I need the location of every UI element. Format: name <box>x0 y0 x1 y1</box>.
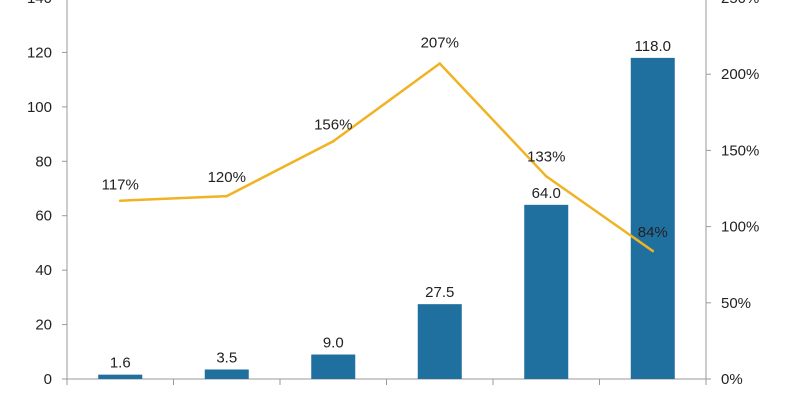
bar <box>524 204 569 379</box>
bar <box>417 304 462 379</box>
x-tick-label: 2018 <box>636 397 669 400</box>
line-series <box>118 61 655 253</box>
line-point <box>118 199 122 202</box>
right-tick-label: 150% <box>721 142 759 159</box>
right-axis-ticks: 0% 50% 100% 150% 200% 250% <box>706 0 759 388</box>
x-tick-label: 2013 <box>104 397 137 400</box>
axes <box>66 0 707 380</box>
right-tick-label: 50% <box>721 295 751 312</box>
bar <box>311 354 356 379</box>
line-data-labels: 117% 120% 156% 207% 133% 84% <box>102 35 668 241</box>
bar-data-label: 9.0 <box>323 335 344 352</box>
line-data-label: 156% <box>314 116 352 133</box>
bar-data-label: 27.5 <box>425 284 454 301</box>
left-axis-ticks: 0 20 40 60 80 100 120 140 <box>27 0 67 388</box>
line-data-label: 120% <box>208 169 246 186</box>
bar-data-labels: 1.6 3.5 9.0 27.5 64.0 118.0 <box>110 38 671 372</box>
line-point <box>331 139 335 143</box>
line-point <box>225 194 229 198</box>
bar-data-label: 3.5 <box>216 349 237 366</box>
bar-data-label: 118.0 <box>635 38 671 55</box>
right-tick-label: 250% <box>721 0 759 7</box>
left-tick-label: 140 <box>27 0 52 7</box>
line-data-label: 117% <box>102 177 139 194</box>
x-tick-label: 2017 <box>530 397 563 400</box>
bar-data-label: 1.6 <box>110 355 131 372</box>
left-tick-label: 120 <box>27 44 52 61</box>
line-point <box>438 62 442 65</box>
line-point <box>651 249 655 253</box>
right-tick-label: 100% <box>721 219 759 236</box>
left-tick-label: 40 <box>35 262 52 279</box>
x-axis-ticks: 2013 2014 2015 2016 2017 2018 <box>66 379 707 400</box>
bar-data-label: 64.0 <box>532 185 561 202</box>
right-tick-label: 0% <box>721 371 743 388</box>
x-tick-label: 2014 <box>210 397 243 400</box>
line-point <box>544 175 548 178</box>
line-data-label: 84% <box>638 224 668 241</box>
bar <box>630 57 675 379</box>
right-tick-label: 200% <box>721 66 759 83</box>
left-tick-label: 80 <box>35 153 52 170</box>
left-tick-label: 0 <box>44 371 52 388</box>
bar <box>98 374 143 379</box>
line-data-label: 133% <box>527 148 565 165</box>
x-tick-label: 2015 <box>317 397 350 400</box>
left-tick-label: 20 <box>35 317 52 334</box>
bar <box>204 369 249 379</box>
x-tick-label: 2016 <box>423 397 456 400</box>
line-data-label: 207% <box>421 35 459 52</box>
growth-line <box>120 61 654 253</box>
left-tick-label: 60 <box>35 208 52 225</box>
left-tick-label: 100 <box>27 99 52 116</box>
bar-series <box>98 57 675 379</box>
